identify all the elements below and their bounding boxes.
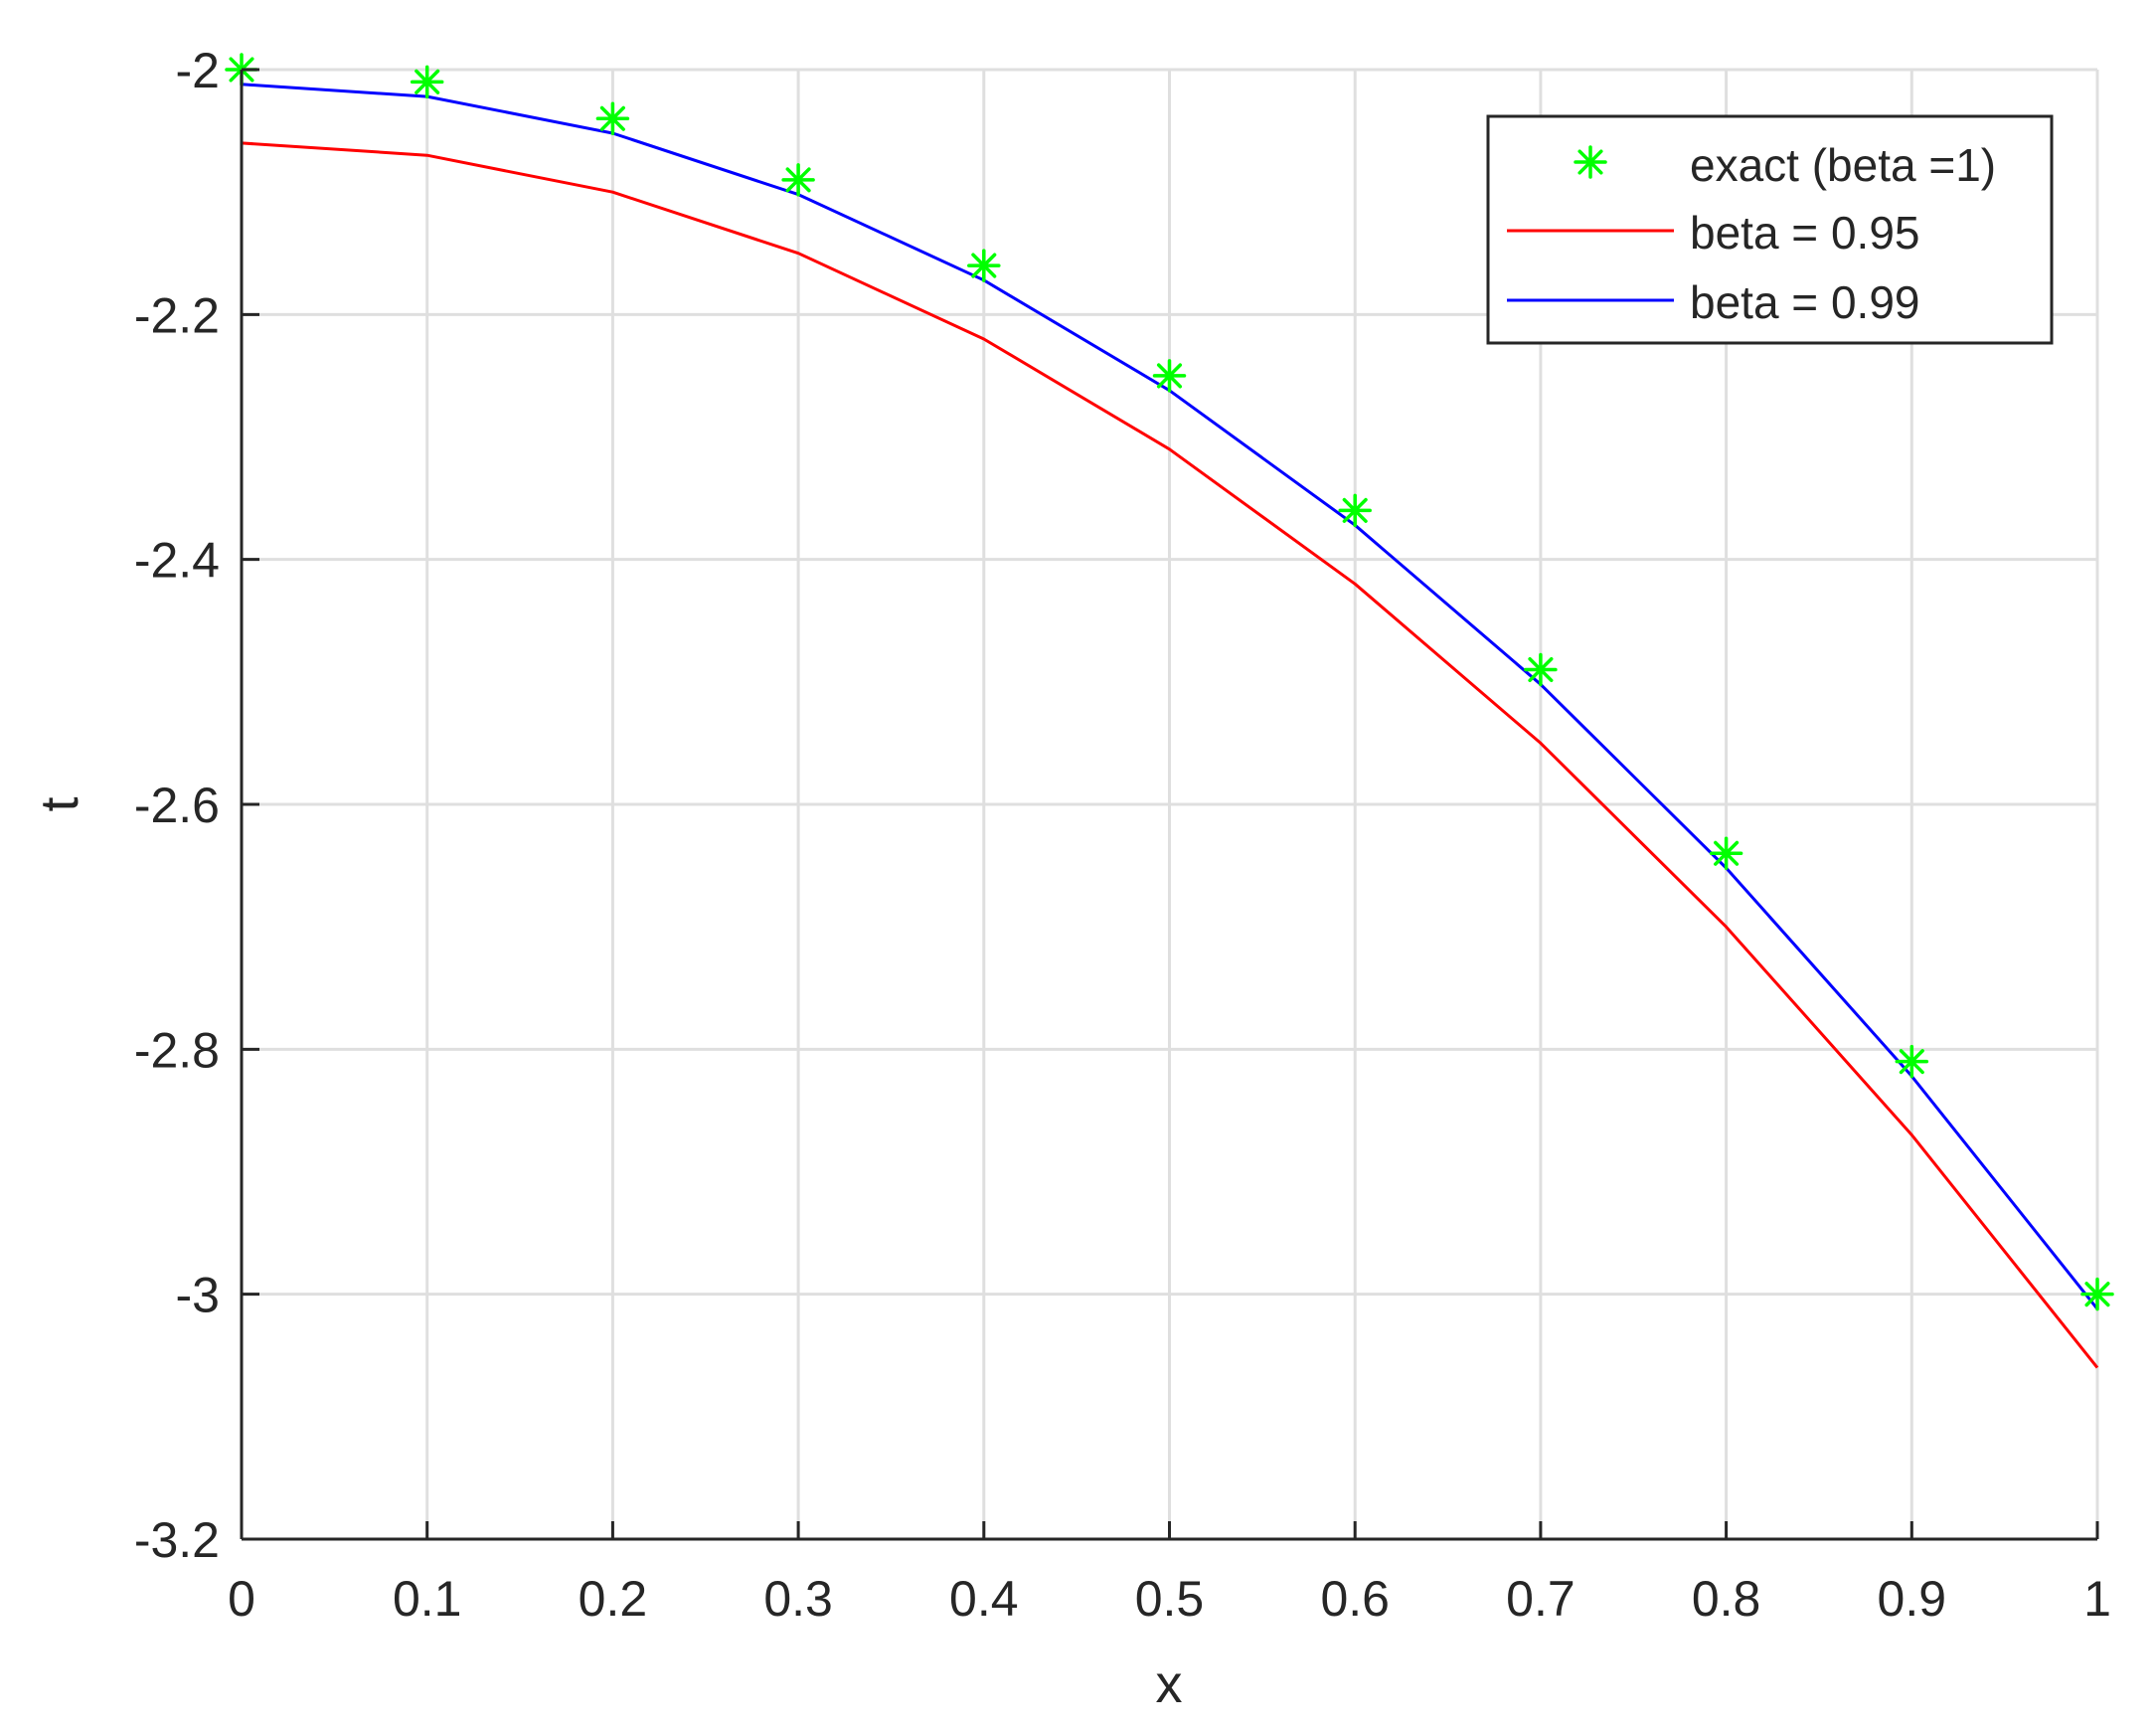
x-tick-label: 0.8 [1692, 1571, 1761, 1627]
ticks: 0 0.1 0.2 0.3 0.4 0.5 0.6 0.7 0.8 0.9 1 -3.2 -3 -2.8 -… [134, 43, 2111, 1627]
data-point-marker [781, 163, 815, 197]
y-tick-label: -3 [176, 1268, 220, 1323]
legend-asterisk-icon [1574, 145, 1607, 179]
x-tick-label: 0 [228, 1571, 255, 1627]
legend-label-beta-095: beta = 0.95 [1690, 207, 1919, 259]
data-point-marker [595, 101, 630, 136]
legend: exact (beta =1) beta = 0.95 beta = 0.99 [1486, 114, 2054, 345]
y-axis-label: t [30, 796, 89, 811]
data-point-marker [967, 249, 1001, 282]
x-tick-label: 1 [2083, 1571, 2111, 1627]
y-tick-label: -2.2 [134, 287, 220, 343]
x-tick-label: 0.6 [1320, 1571, 1390, 1627]
y-tick-label: -2 [176, 43, 220, 98]
x-axis-label: x [1156, 1654, 1183, 1714]
data-point-marker [1709, 836, 1743, 871]
x-tick-label: 0.1 [393, 1571, 462, 1627]
x-tick-label: 0.9 [1878, 1571, 1947, 1627]
series-layer [225, 53, 2114, 1369]
legend-marker-exact [1574, 145, 1607, 179]
y-tick-label: -2.4 [134, 533, 220, 589]
data-point-marker [1895, 1044, 1929, 1079]
x-tick-label: 0.7 [1506, 1571, 1576, 1627]
x-tick-label: 0.4 [949, 1571, 1019, 1627]
x-tick-label: 0.3 [763, 1571, 833, 1627]
y-tick-label: -3.2 [134, 1512, 220, 1568]
data-point-marker [410, 65, 444, 99]
legend-label-beta-099: beta = 0.99 [1690, 276, 1919, 328]
y-tick-label: -2.8 [134, 1022, 220, 1078]
x-tick-label: 0.5 [1135, 1571, 1205, 1627]
legend-entry-beta-095: beta = 0.95 [1507, 207, 1919, 259]
x-tick-label: 0.2 [579, 1571, 648, 1627]
data-point-marker [2080, 1277, 2114, 1311]
data-point-marker [1338, 493, 1372, 528]
y-tick-label: -2.6 [134, 778, 220, 833]
legend-label-exact: exact (beta =1) [1690, 139, 1996, 191]
legend-entry-beta-099: beta = 0.99 [1507, 276, 1919, 328]
data-point-marker [1524, 652, 1558, 687]
series-line-1 [241, 141, 2099, 1369]
data-point-marker [1152, 359, 1187, 393]
legend-entry-exact: exact (beta =1) [1574, 139, 1996, 191]
